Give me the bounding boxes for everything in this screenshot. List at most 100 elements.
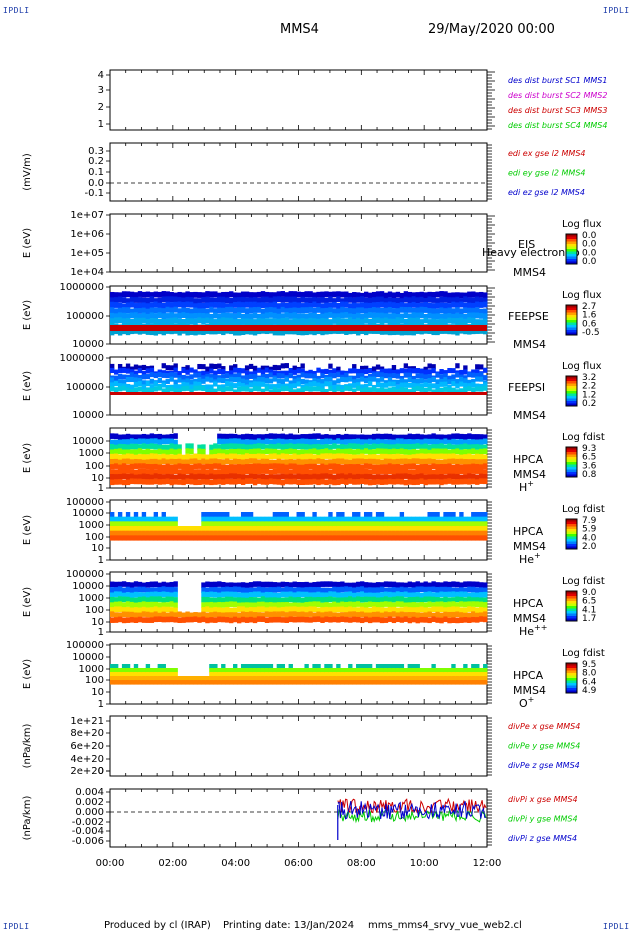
hpca-h-cell [411,463,416,470]
hpca-h-cell [280,449,286,456]
hpca-he2-cell [153,591,159,598]
feeps-i-cell [459,388,464,394]
feeps-i-cell [280,373,286,379]
hpca-he1-cell [471,512,476,518]
hpca-he2-cell [356,596,361,603]
hpca-h-cell [141,433,147,440]
hpca-he2-cell [264,597,270,604]
feeps-i-cell [427,377,432,384]
hpca-he2-cell [276,611,282,618]
hpca-he2-cell [475,612,480,619]
hpca-he2-species-charge: ++ [534,623,547,632]
eis-y-tick-label: 1e+07 [70,210,104,221]
hpca-o-cell [201,676,206,681]
hpca-h-cell [264,474,270,481]
hpca-he1-cell [415,526,420,532]
hpca-h-cell [165,473,170,480]
hpca-he1-cell [264,521,270,527]
hpca-he2-cell [304,596,309,603]
hpca-o-cell [229,676,234,681]
hpca-he2-cell [391,611,397,617]
hpca-h-cell [153,478,159,485]
hpca-he2-cell [205,596,210,603]
hpca-h-cell [129,438,135,444]
hpca-he1-cell [399,526,405,532]
hpca-he2-cell [296,611,301,618]
feeps-e-cell [145,329,151,335]
hpca-o-cell [363,672,369,677]
feeps-e-cell [177,291,182,298]
hpca-he1-cell [284,512,289,518]
hpca-he1-cell [336,526,341,532]
hpca-he1-cell [125,526,131,532]
feeps-i-cell [431,389,436,395]
hpca-o-cell [268,668,274,673]
hpca-he1-cell [395,530,401,536]
feeps-i-cell [379,387,385,393]
hpca-o-cell [312,664,317,669]
hpca-h-cell [367,479,373,486]
hpca-he2-cell [141,586,147,593]
hpca-o-y-tick-label: 10 [91,687,104,698]
hpca-o-cell [304,668,309,673]
hpca-he1-cell [423,535,428,541]
hpca-he1-cell [225,521,230,527]
hpca-he2-cell [125,606,131,613]
hpca-h-cell [276,468,282,474]
feeps-i-cell [463,387,468,393]
feeps-i-cell [443,377,448,383]
hpca-h-cell [328,463,333,470]
hpca-h-cell [117,448,123,455]
hpca-he1-cell [427,526,432,532]
hpca-o-cell [117,676,123,681]
hpca-h-cell [169,448,174,455]
hpca-h-cell [300,454,305,460]
hpca-he1-cell [435,516,440,522]
hpca-o-cell [296,672,301,677]
hpca-he1-cell [133,526,139,532]
hpca-o-cell [157,668,162,673]
feeps-e-cell [483,328,488,335]
hpca-h-cell [332,449,337,456]
hpca-h-cell [205,469,210,476]
hpca-o-cell [185,680,190,685]
hpca-he2-cell [435,611,440,618]
hpca-h-cell [423,458,428,465]
hpca-he2-cell [435,601,440,608]
hpca-h-cell [455,458,460,465]
feeps-e-cell [169,291,174,298]
des-burst-label: des dist burst SC3 MMS3 [508,106,607,115]
feeps-e-cell [169,312,174,318]
feeps-e-cell [383,313,389,320]
hpca-he2-cell [340,597,345,604]
hpca-h-cell [125,458,131,465]
hpca-he1-cell [304,535,309,541]
hpca-he2-cell [221,581,226,588]
hpca-he2-cell [360,606,365,613]
hpca-he2-cell [288,606,293,613]
feeps-e-y-tick-label: 10000 [72,339,104,350]
hpca-o-cell [240,676,246,681]
hpca-he2-cell [447,601,452,608]
hpca-he2-cell [113,612,119,618]
hpca-he2-cell [363,612,369,619]
hpca-he2-cell [252,581,258,587]
hpca-he2-cell [256,606,262,613]
hpca-h-cell [447,449,452,456]
hpca-h-cell [201,464,206,470]
hpca-h-cell [185,443,190,449]
feeps-i-cell [479,386,484,392]
hpca-h-cell [419,444,424,450]
hpca-o-cell [363,664,369,669]
hpca-he2-cell [431,592,436,598]
feeps-i-cell [332,368,337,374]
feeps-i-cell [371,376,377,382]
hpca-he2-cell [145,591,151,598]
eis-y-tick-label: 1e+06 [70,229,104,240]
hpca-he1-cell [264,535,270,541]
divpe-right-ticks [487,717,492,776]
hpca-he2-cell [264,617,270,624]
hpca-he2-cell [411,612,416,618]
feeps-i-cell [304,373,309,379]
hpca-he1-cell [427,521,432,527]
